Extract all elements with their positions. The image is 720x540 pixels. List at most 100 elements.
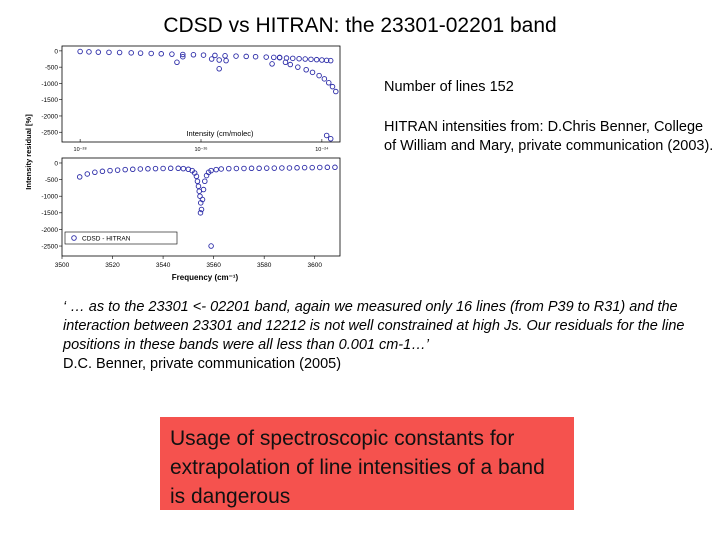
- data-point: [295, 64, 301, 70]
- data-point: [290, 55, 296, 62]
- data-point: [248, 165, 255, 172]
- data-point: [107, 167, 113, 174]
- data-point: [308, 56, 314, 63]
- data-point: [302, 56, 308, 62]
- data-point: [199, 196, 206, 203]
- data-point: [116, 49, 123, 56]
- data-point: [316, 72, 322, 79]
- data-point: [180, 165, 187, 172]
- x-axis-label: Intensity (cm/molec): [186, 129, 254, 138]
- x-tick-label: 3500: [55, 262, 70, 269]
- data-point: [175, 165, 182, 172]
- x-tick-label: 10⁻²⁸: [74, 146, 87, 153]
- y-tick-label: -2500: [41, 243, 58, 250]
- data-point: [286, 165, 293, 171]
- data-point: [76, 174, 83, 180]
- data-point: [200, 52, 207, 58]
- data-point: [332, 164, 338, 171]
- warning-box: Usage of spectroscopic constants for ext…: [160, 417, 574, 510]
- data-point: [137, 50, 144, 56]
- data-point: [137, 166, 144, 172]
- x-tick-label: 10⁻²⁶: [194, 146, 207, 153]
- data-point: [145, 166, 151, 172]
- y-tick-label: -2000: [41, 227, 58, 234]
- data-point: [198, 206, 205, 213]
- data-point: [317, 164, 323, 171]
- quote-text: ‘ … as to the 23301 <- 02201 band, again…: [63, 299, 685, 353]
- data-point: [169, 51, 175, 57]
- data-point: [287, 61, 294, 68]
- plot-frame: [61, 157, 341, 257]
- data-point: [158, 51, 165, 57]
- data-point: [130, 166, 136, 173]
- data-point: [167, 165, 174, 172]
- frequency-residual-panel: 0 -500 -1000 -1500 -2000 -2500 3500 3520 3540 356…: [41, 157, 341, 282]
- y-tick-label: -2500: [41, 130, 58, 137]
- data-point: [323, 57, 330, 64]
- data-point: [122, 166, 128, 173]
- x-axis-label: Frequency (cm⁻¹): [172, 273, 239, 282]
- y-tick-label: -500: [45, 65, 58, 72]
- data-point: [279, 165, 285, 171]
- data-point: [313, 56, 320, 63]
- data-point: [309, 164, 315, 171]
- data-point: [95, 49, 102, 55]
- data-point: [77, 48, 83, 55]
- y-tick-label: -2000: [41, 113, 58, 120]
- data-point: [195, 183, 202, 189]
- y-tick-label: -1000: [41, 81, 58, 88]
- line-count-text: Number of lines 152: [384, 79, 514, 95]
- data-point: [296, 55, 302, 62]
- data-point: [92, 169, 98, 176]
- data-point: [212, 52, 218, 59]
- data-point: [241, 165, 247, 172]
- x-tick-label: 3580: [257, 262, 272, 269]
- data-point: [174, 59, 180, 66]
- data-point: [301, 164, 308, 171]
- data-point: [208, 243, 214, 249]
- x-tick-label: 3520: [105, 262, 120, 269]
- data-point: [303, 67, 309, 73]
- data-point: [326, 80, 332, 86]
- data-point: [190, 52, 197, 58]
- data-point: [86, 49, 92, 55]
- data-point: [200, 186, 207, 193]
- x-tick-label: 3540: [156, 262, 171, 269]
- data-point: [271, 165, 278, 171]
- data-point: [213, 166, 219, 173]
- intensity-residual-panel: 0 -500 -1000 -1500 -2000 -2500 10⁻²⁸ 10⁻²⁶ 10⁻²⁴…: [41, 45, 341, 153]
- legend-marker: [71, 235, 77, 241]
- data-point: [114, 167, 121, 173]
- data-point: [319, 57, 325, 63]
- x-tick-label: 10⁻²⁴: [315, 146, 329, 153]
- y-tick-label: 0: [54, 48, 58, 55]
- data-point: [216, 66, 222, 72]
- data-point: [160, 165, 166, 172]
- y-tick-label: 0: [54, 160, 58, 167]
- data-point: [243, 53, 249, 60]
- benner-quote: ‘ … as to the 23301 <- 02201 band, again…: [63, 298, 703, 374]
- data-point: [148, 50, 154, 57]
- data-point: [197, 210, 204, 216]
- data-point: [216, 57, 222, 63]
- x-tick-label: 3560: [206, 262, 221, 269]
- data-point: [294, 165, 300, 171]
- data-point: [233, 165, 240, 172]
- data-point: [202, 178, 208, 185]
- legend-label: CDSD - HITRAN: [82, 236, 131, 243]
- residual-plot: 0 -500 -1000 -1500 -2000 -2500 10⁻²⁸ 10⁻²⁶ 10⁻²⁴…: [24, 45, 341, 282]
- slide-title: CDSD vs HITRAN: the 23301-02201 band: [163, 14, 557, 37]
- data-point: [222, 53, 228, 59]
- data-point: [323, 132, 330, 139]
- data-point: [329, 83, 336, 90]
- data-point: [233, 53, 239, 59]
- data-point: [321, 76, 328, 82]
- data-point: [99, 168, 106, 175]
- data-point: [309, 69, 316, 76]
- data-point: [276, 54, 283, 61]
- data-point: [223, 57, 229, 64]
- data-point: [208, 167, 214, 174]
- hitran-source-text: HITRAN intensities from: D.Chris Benner,…: [384, 119, 714, 154]
- data-point: [327, 57, 334, 64]
- legend-box: [64, 231, 178, 245]
